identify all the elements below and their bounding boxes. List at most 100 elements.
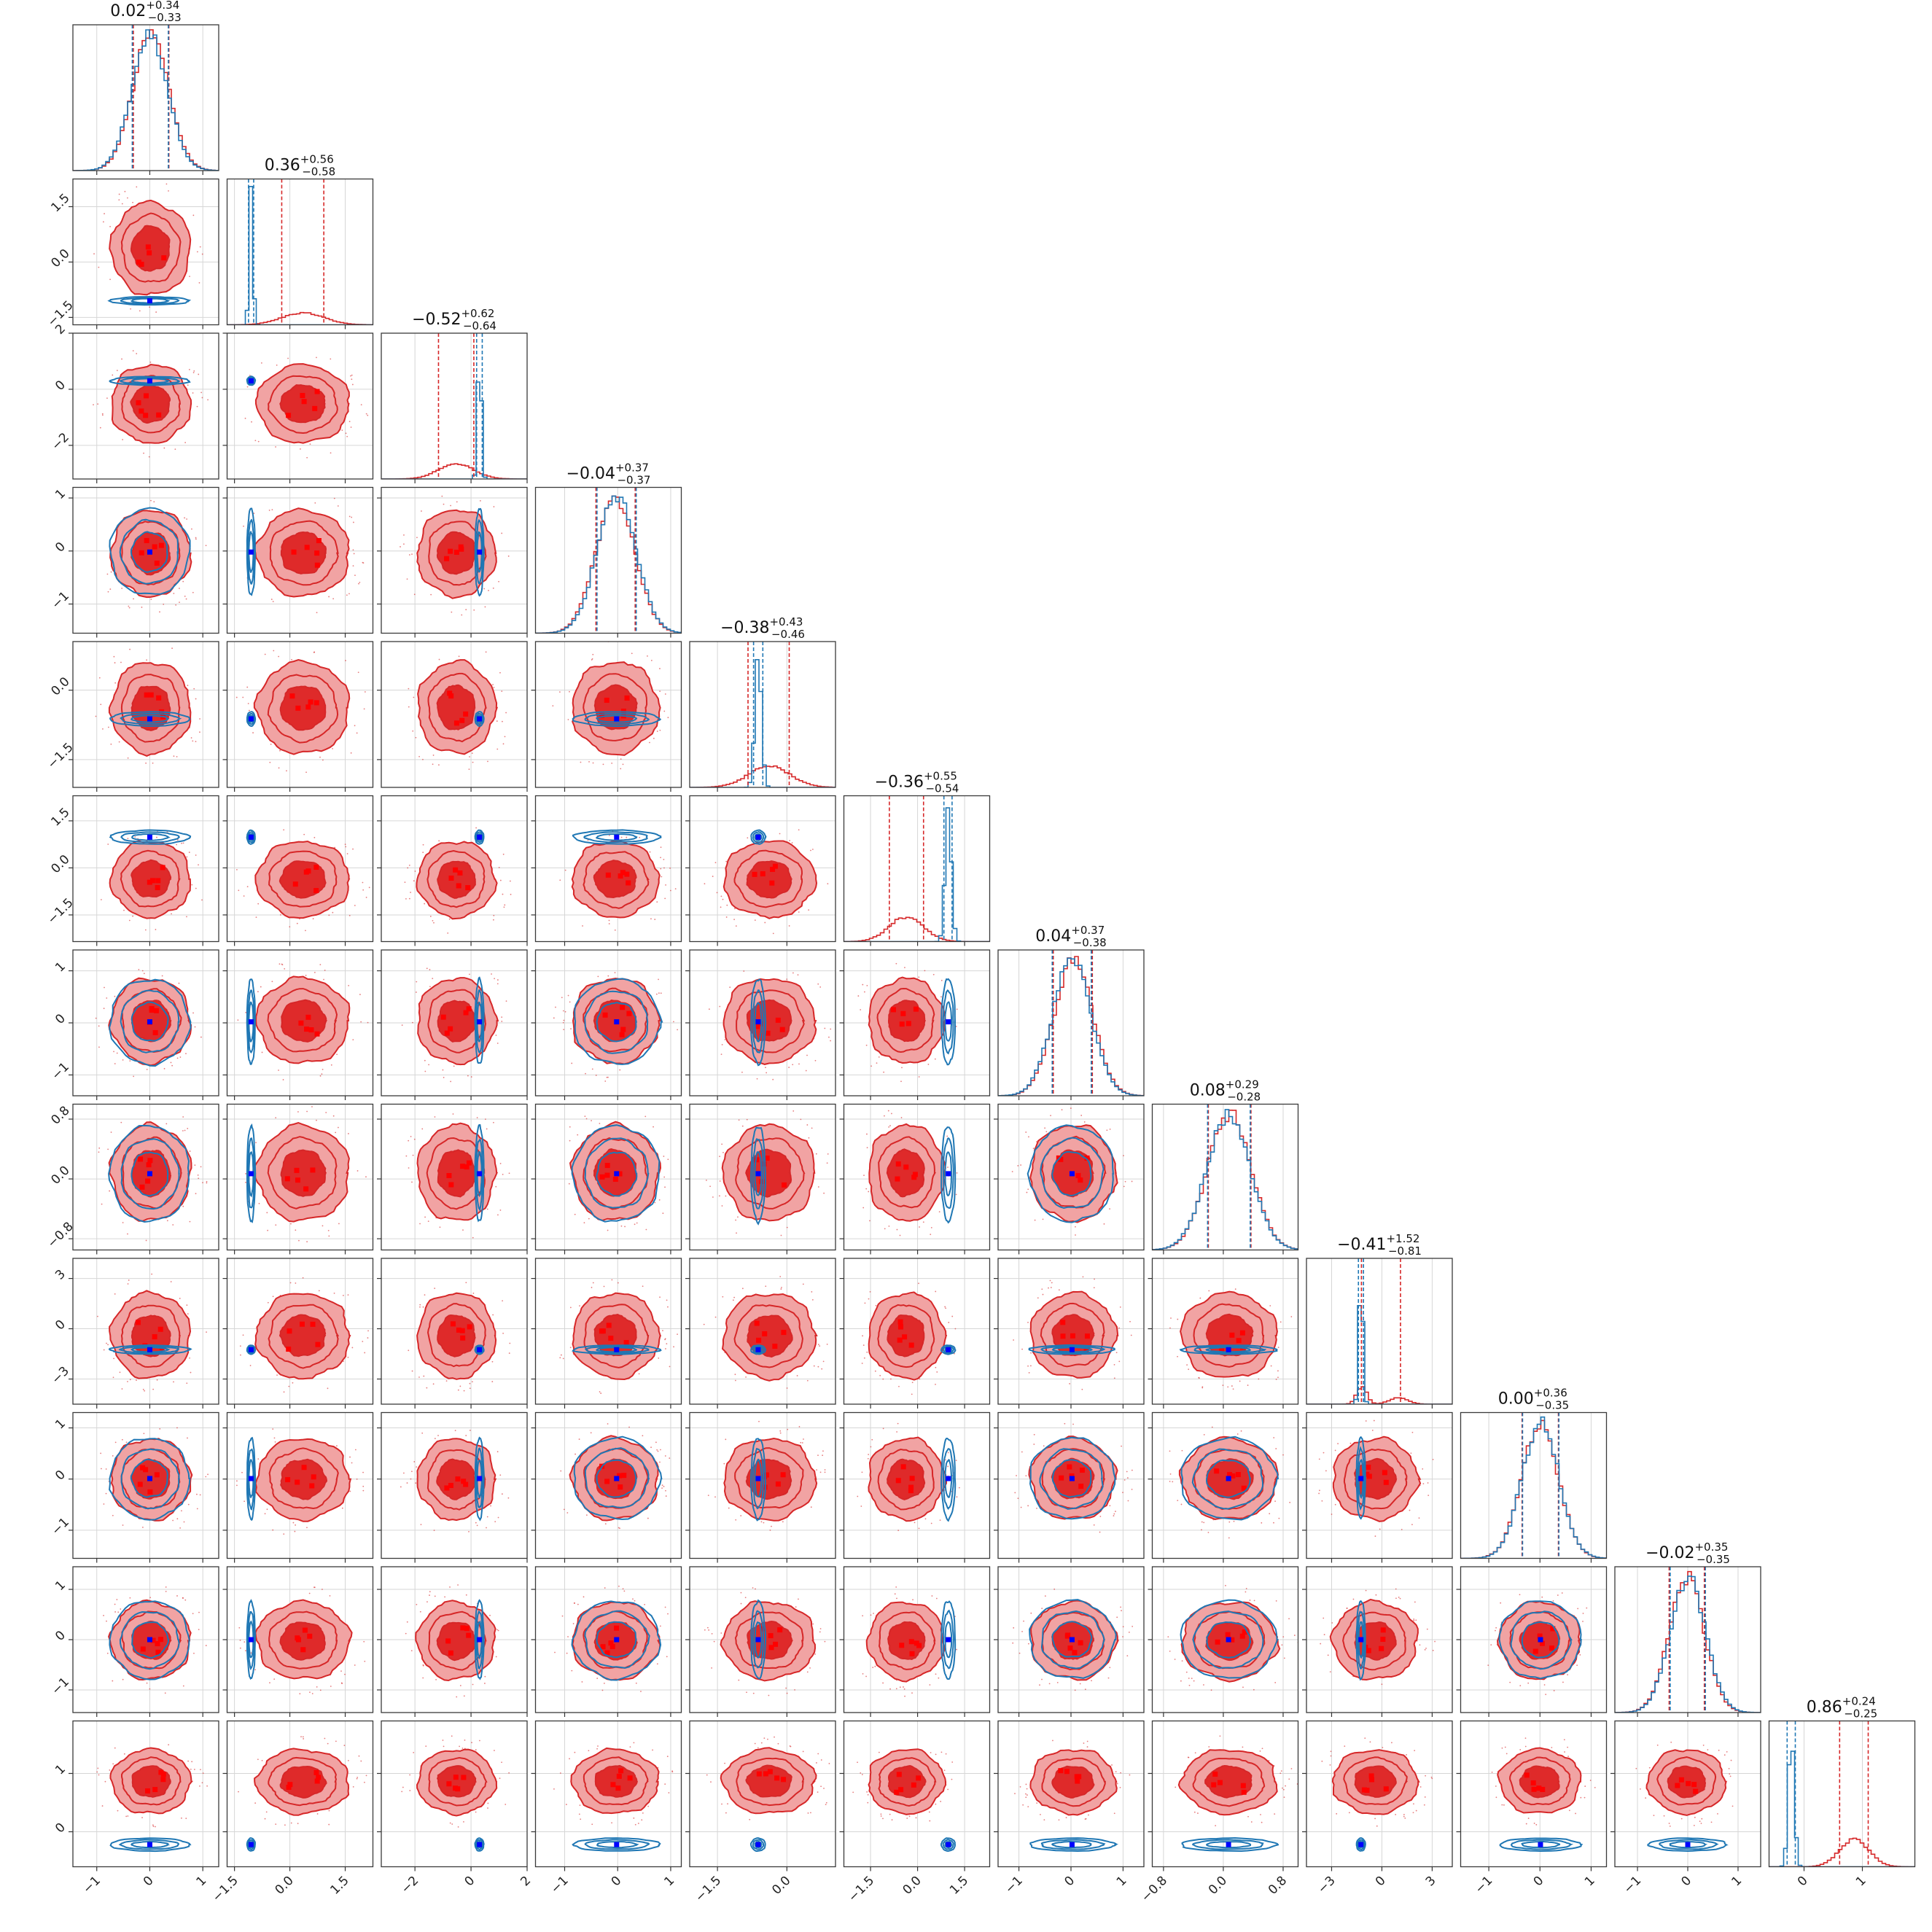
panel-frame [72, 24, 219, 171]
sample-dot-red [207, 1473, 209, 1476]
contour-blue-0 [246, 1436, 257, 1522]
sample-dot-red [1274, 1682, 1277, 1683]
marker-blue [614, 1842, 620, 1847]
contour-blue-2 [596, 833, 638, 841]
sample-dot-red [195, 537, 197, 539]
marker-blue [1069, 1842, 1075, 1847]
sample-dot-red [652, 1749, 653, 1751]
panel-7-1 [222, 1103, 374, 1255]
marker-red [284, 1176, 290, 1182]
sample-dot-red [493, 919, 494, 921]
sample-dot-red [194, 1164, 196, 1166]
marker-red [467, 1324, 472, 1330]
sample-dot-red [1199, 1297, 1201, 1299]
sample-dot-red [465, 1282, 467, 1284]
sample-dot-red [667, 1306, 669, 1308]
sample-dot-red [888, 1126, 890, 1128]
sample-dot-red [560, 1354, 562, 1356]
sample-dot-red [564, 1010, 566, 1013]
marker-red [1678, 1777, 1684, 1783]
sample-dot-red [817, 983, 819, 985]
sample-dot-red [640, 1691, 642, 1692]
sample-dot-red [483, 1683, 486, 1684]
sample-dot-red [1231, 1385, 1233, 1387]
x-tick-label: 0.0 [273, 1874, 297, 1898]
sample-dot-red [249, 375, 251, 376]
sample-dot-red [450, 505, 452, 507]
sample-dot-red [413, 1751, 415, 1753]
marker-red [311, 1474, 316, 1480]
sample-dot-red [734, 1374, 736, 1376]
panel-5-2 [377, 795, 528, 946]
contour-blue-1 [475, 1610, 483, 1670]
contour-red-mid [428, 1756, 488, 1807]
contour-blue-1 [120, 1138, 180, 1210]
sample-dot-red [187, 685, 189, 687]
sample-dot-red [1732, 1805, 1734, 1807]
sample-dot-red [143, 452, 144, 454]
sample-dot-red [457, 1584, 459, 1586]
sample-dot-red [868, 1191, 870, 1193]
contour-blue-0 [1027, 1124, 1114, 1223]
sample-dot-red [580, 761, 582, 763]
sample-dot-red [309, 443, 311, 445]
contour-blue-0 [940, 978, 957, 1066]
sample-dot-red [563, 1029, 565, 1030]
sample-dot-red [1410, 1452, 1412, 1454]
sample-dot-red [107, 1344, 109, 1346]
sample-dot-red [947, 1166, 949, 1168]
sample-dot-red [354, 574, 356, 576]
sample-dot-red [151, 1273, 153, 1275]
sample-dot-red [196, 251, 198, 253]
sample-dot-red [1072, 1423, 1074, 1425]
contour-blue-1 [942, 1839, 954, 1850]
marker-red [606, 1323, 612, 1328]
sample-dot-red [489, 1614, 491, 1616]
sample-dot-red [798, 1598, 799, 1600]
sample-dot-red [245, 1011, 247, 1013]
marker-red [313, 700, 319, 706]
sample-dot-red [766, 1072, 768, 1074]
sample-dot-red [637, 1823, 639, 1824]
marker-red [1079, 1468, 1085, 1473]
sample-dot-red [346, 435, 348, 437]
sample-dot-red [1180, 1680, 1182, 1682]
marker-red [314, 389, 320, 394]
contour-blue-0 [109, 978, 192, 1067]
sample-dot-red [199, 718, 200, 720]
sample-dot-red [112, 374, 114, 376]
sample-dot-red [1423, 1804, 1425, 1806]
sample-dot-red [419, 1304, 421, 1306]
sample-dot-red [330, 1064, 332, 1066]
marker-red [305, 704, 311, 710]
contour-blue-2 [130, 531, 168, 573]
marker-red [600, 1644, 606, 1650]
sample-dot-red [1640, 1788, 1641, 1790]
sample-dot-red [365, 1775, 367, 1777]
sample-dot-red [808, 1137, 810, 1139]
sample-dot-red [870, 1446, 872, 1448]
sample-dot-red [244, 417, 246, 419]
sample-dot-red [1553, 1690, 1555, 1691]
sample-dot-red [1043, 1445, 1045, 1447]
contour-red-mid [268, 1304, 340, 1369]
sample-dot-red [1126, 1477, 1129, 1479]
contour-blue-0 [109, 1600, 190, 1680]
sample-dot-red [879, 1374, 881, 1376]
sample-dot-red [763, 1737, 766, 1739]
sample-dot-red [152, 1824, 154, 1826]
marker-blue [248, 834, 254, 840]
sample-dot-red [1041, 1678, 1043, 1680]
sample-dot-red [122, 1059, 124, 1061]
panel-10-0: −101 [49, 1566, 219, 1717]
sample-dot-red [819, 986, 822, 988]
contour-blue-1 [118, 1345, 180, 1354]
contour-blue-0 [246, 375, 257, 386]
sample-dot-red [866, 1133, 868, 1135]
sample-dot-red [433, 922, 435, 924]
sample-dot-red [186, 856, 188, 858]
sample-dot-red [1191, 1678, 1193, 1680]
sample-dot-red [290, 1822, 292, 1824]
y-tick-label: 1 [52, 959, 69, 975]
contour-blue-1 [584, 1447, 650, 1508]
